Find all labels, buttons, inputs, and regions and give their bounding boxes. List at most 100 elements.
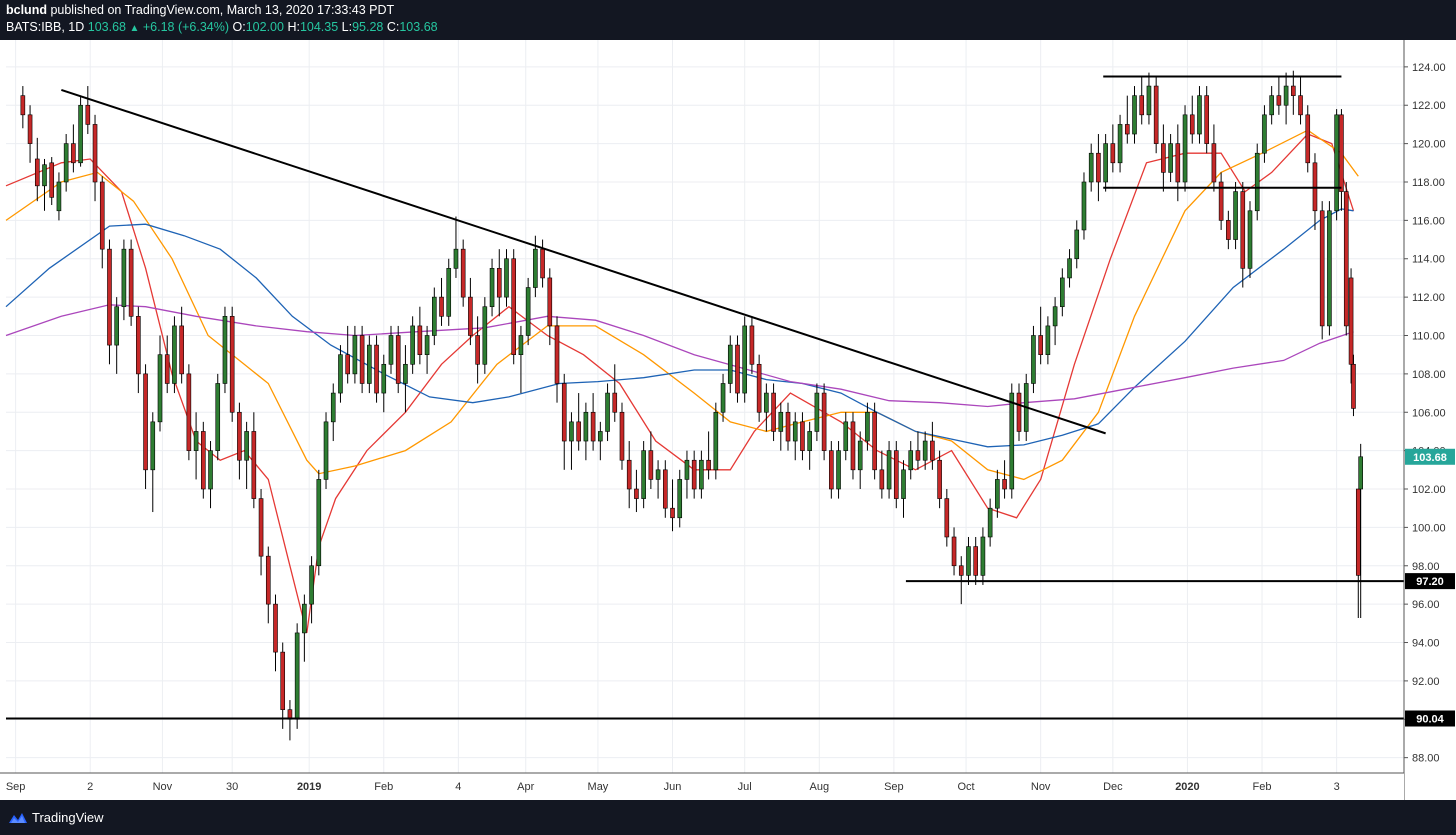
candle-body [359, 335, 365, 384]
candle-body [893, 450, 899, 499]
price-chart[interactable]: 88.0090.0092.0094.0096.0098.00100.00102.… [0, 40, 1456, 800]
candle-body [590, 411, 596, 442]
price-tick-label: 120.00 [1412, 139, 1446, 151]
candle-body [201, 431, 206, 490]
price-tag-level: 97.20 [1405, 573, 1455, 590]
candle-up [121, 239, 127, 321]
candle-down [85, 86, 91, 135]
candle-body [1348, 277, 1354, 365]
candle-up [367, 335, 372, 394]
candle-body [1298, 95, 1303, 116]
candle-body [879, 469, 885, 490]
candle-down [92, 114, 98, 202]
candle-down [1276, 76, 1282, 115]
brand-label[interactable]: TradingView [32, 810, 104, 825]
candle-body [727, 344, 733, 384]
time-axis[interactable]: Sep 2 Nov 30 2019 Feb 4 Apr May Jun Jul Aug Sep Oct No… [0, 772, 1404, 800]
candle-up [865, 402, 870, 451]
candle-body [670, 507, 675, 519]
candle-body [937, 459, 942, 499]
candle-body [973, 546, 978, 576]
candle-down [561, 373, 567, 470]
candle-body [1175, 143, 1181, 183]
candle-body [1334, 114, 1339, 212]
open-value: 102.00 [245, 20, 284, 34]
price-axis[interactable]: 88.0090.0092.0094.0096.0098.00100.00102.… [1403, 40, 1456, 800]
price-tick-label: 100.00 [1412, 522, 1446, 534]
candle-down [273, 594, 278, 672]
candle-body [1182, 114, 1188, 183]
candle-down [619, 402, 625, 470]
candle-body [648, 450, 654, 480]
time-tick-label: 2019 [297, 781, 321, 793]
candle-body [641, 450, 646, 499]
candle-body [966, 546, 971, 576]
candle-down [460, 239, 466, 307]
candle-body [403, 363, 408, 384]
candle-down [258, 489, 264, 576]
candle-up [525, 277, 531, 346]
price-tick-label: 106.00 [1412, 407, 1446, 419]
candle-body [172, 325, 177, 384]
candle-body [511, 258, 517, 355]
candle-body [367, 344, 372, 384]
candle-down [951, 527, 957, 576]
candle-down [237, 402, 242, 480]
candle-up [1334, 109, 1339, 221]
candle-body [540, 248, 545, 279]
candle-down [1305, 105, 1311, 173]
candle-down [1161, 124, 1166, 192]
candle-body [27, 114, 33, 144]
candle-body [980, 536, 986, 576]
candle-body [49, 162, 55, 198]
candle-body [1305, 114, 1311, 164]
candle-down [27, 105, 33, 163]
candle-down [186, 364, 192, 461]
candle-body [107, 248, 112, 346]
candle-down [937, 450, 942, 509]
candle-down [930, 421, 935, 470]
candle-up [727, 335, 733, 394]
candle-up [843, 412, 849, 461]
candle-body [265, 555, 271, 605]
candle-up [583, 402, 589, 461]
time-tick-label: Apr [517, 781, 534, 793]
time-tick-label: 3 [1334, 781, 1340, 793]
price-tick-label: 96.00 [1412, 599, 1440, 611]
candle-body [475, 335, 480, 365]
candle-body [677, 479, 683, 519]
candle-up [1233, 181, 1238, 250]
candle-body [691, 459, 697, 490]
price-tick-label: 94.00 [1412, 638, 1440, 650]
candle-down [265, 546, 271, 624]
candle-body [1189, 114, 1195, 135]
candle-body [1009, 392, 1015, 490]
candle-body [302, 603, 307, 634]
low-value: 95.28 [352, 20, 384, 34]
candle-body [583, 411, 589, 442]
candle-down [706, 431, 711, 480]
candle-down [1124, 95, 1130, 144]
publish-text: published on TradingView.com, March 13, … [50, 3, 395, 17]
candle-down [547, 268, 553, 346]
candle-body [1240, 191, 1246, 269]
author-name[interactable]: bclund [6, 3, 47, 17]
candle-body [345, 354, 350, 375]
candle-body [468, 296, 473, 336]
candle-down [634, 469, 639, 513]
candle-body [821, 392, 827, 451]
candle-body [1283, 85, 1289, 106]
candle-down [417, 306, 423, 365]
candle-body [1088, 152, 1094, 183]
candle-body [258, 498, 264, 557]
candle-body [99, 181, 105, 250]
candle-body [338, 354, 343, 394]
candle-up [388, 325, 394, 374]
candle-body [381, 363, 387, 394]
candle-body [1262, 114, 1267, 154]
candle-up [518, 325, 524, 394]
candle-up [1358, 443, 1363, 618]
candle-up [1182, 105, 1188, 192]
tradingview-logo-icon[interactable] [8, 811, 28, 824]
candle-up [836, 441, 841, 499]
